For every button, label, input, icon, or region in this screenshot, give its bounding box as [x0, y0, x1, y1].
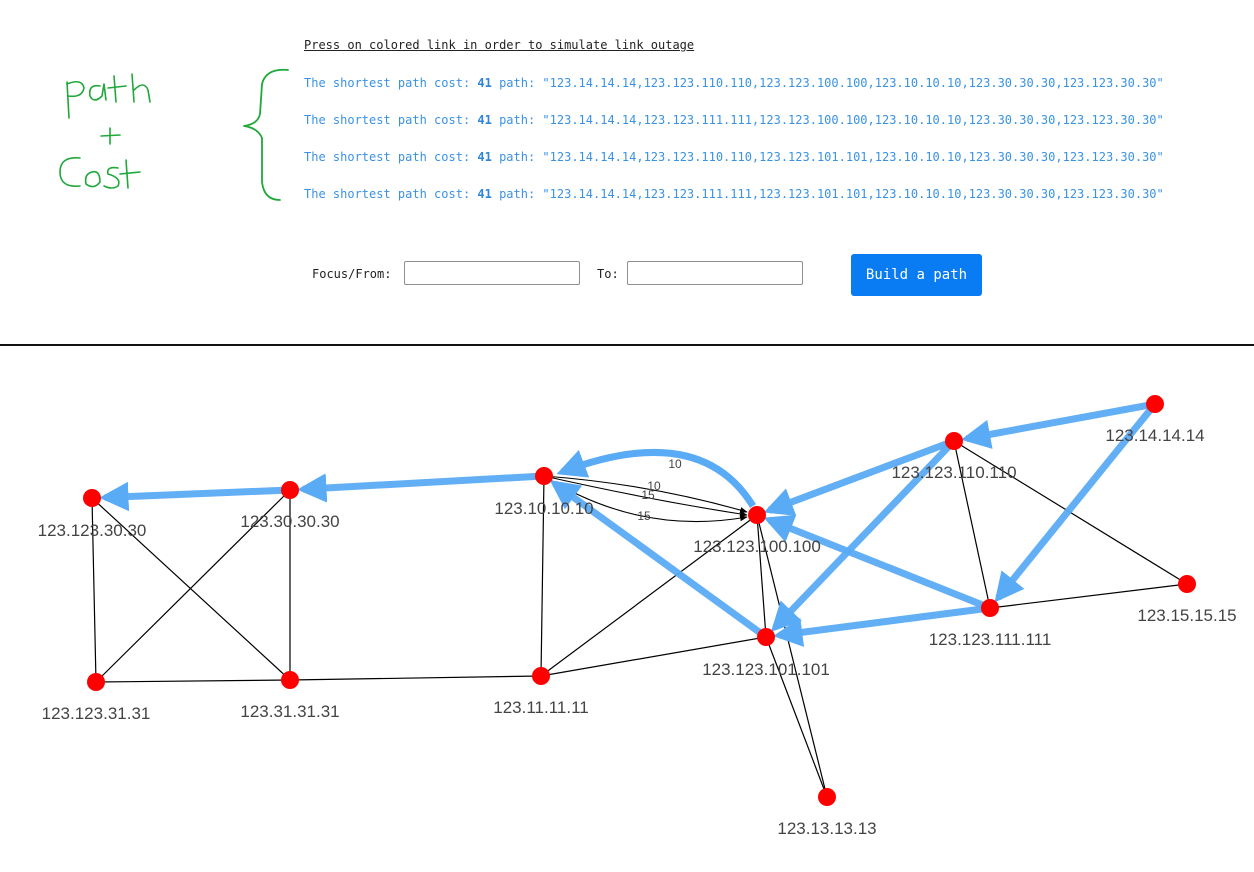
node-label: 123.10.10.10	[494, 499, 593, 518]
path-edge[interactable]	[961, 400, 1156, 449]
node-label: 123.13.13.13	[777, 819, 876, 838]
build-path-button[interactable]: Build a path	[851, 254, 982, 296]
node-label: 123.30.30.30	[240, 512, 339, 531]
node-label: 123.15.15.15	[1137, 606, 1236, 625]
graph-node[interactable]	[83, 489, 101, 507]
graph-node[interactable]	[535, 467, 553, 485]
graph-edge	[91, 497, 97, 683]
node-label: 123.11.11.11	[493, 698, 588, 717]
path-form: Focus/From: To: Build a path	[0, 254, 1254, 299]
graph-edge	[540, 636, 767, 677]
path-edge[interactable]	[297, 472, 545, 503]
outage-hint: Press on colored link in order to simula…	[304, 38, 695, 52]
graph-edge	[95, 679, 291, 683]
handwritten-annotation	[59, 68, 289, 201]
path-edge[interactable]	[994, 401, 1158, 603]
graph-edge	[543, 475, 748, 514]
path-edge[interactable]	[556, 448, 756, 508]
graph-node[interactable]	[818, 788, 836, 806]
path-result-2: The shortest path cost: 41 path: "123.14…	[304, 113, 1164, 127]
graph-node[interactable]	[757, 628, 775, 646]
graph-edge	[756, 514, 767, 638]
path-result-4: The shortest path cost: 41 path: "123.14…	[304, 187, 1164, 201]
path-edge[interactable]	[773, 604, 991, 647]
node-label: 123.31.31.31	[240, 702, 339, 721]
path-result-3: The shortest path cost: 41 path: "123.14…	[304, 150, 1164, 164]
node-label: 123.123.100.100	[693, 537, 821, 556]
graph-node[interactable]	[748, 506, 766, 524]
graph-edge	[756, 514, 828, 798]
to-input[interactable]	[627, 261, 803, 285]
section-divider	[0, 344, 1254, 346]
path-edge[interactable]	[770, 438, 957, 632]
node-label: 123.123.30.30	[38, 521, 147, 540]
path-edge[interactable]	[763, 437, 956, 516]
edge-cost-label: 10	[647, 479, 661, 493]
node-label: 123.123.31.31	[42, 704, 151, 723]
path-result-1: The shortest path cost: 41 path: "123.14…	[304, 76, 1164, 90]
graph-edge	[765, 636, 828, 798]
graph-node[interactable]	[281, 671, 299, 689]
graph-node[interactable]	[945, 432, 963, 450]
graph-node[interactable]	[87, 673, 105, 691]
node-label: 123.123.110.110	[891, 463, 1016, 482]
graph-edge	[540, 514, 758, 677]
graph-node[interactable]	[1178, 575, 1196, 593]
path-edge[interactable]	[763, 514, 992, 612]
node-label: 123.14.14.14	[1105, 426, 1204, 445]
node-label: 123.123.111.111	[929, 630, 1052, 649]
graph-edge	[91, 497, 291, 681]
graph-node[interactable]	[981, 599, 999, 617]
graph-node[interactable]	[281, 481, 299, 499]
graph-edge	[289, 675, 542, 681]
node-label: 123.123.101.101	[702, 660, 830, 679]
edge-cost-label: 15	[637, 509, 651, 523]
graph-edge	[540, 475, 545, 677]
graph-edge	[989, 583, 1188, 609]
edge-cost-label: 15	[641, 488, 655, 502]
from-label: Focus/From:	[312, 267, 392, 281]
graph-edge	[953, 440, 991, 609]
path-edge[interactable]	[99, 481, 291, 512]
graph-node[interactable]	[1146, 395, 1164, 413]
graph-node[interactable]	[532, 667, 550, 685]
graph-edge	[95, 489, 291, 683]
to-label: To:	[597, 267, 619, 281]
edge-cost-label: 10	[668, 457, 682, 471]
from-input[interactable]	[404, 261, 580, 285]
network-graph[interactable]: 10 10 15 15 123.123.30.30 123.30.30.30 123.10…	[0, 346, 1254, 868]
path-edge[interactable]	[549, 480, 769, 640]
control-panel: Press on colored link in order to simula…	[0, 0, 1254, 344]
